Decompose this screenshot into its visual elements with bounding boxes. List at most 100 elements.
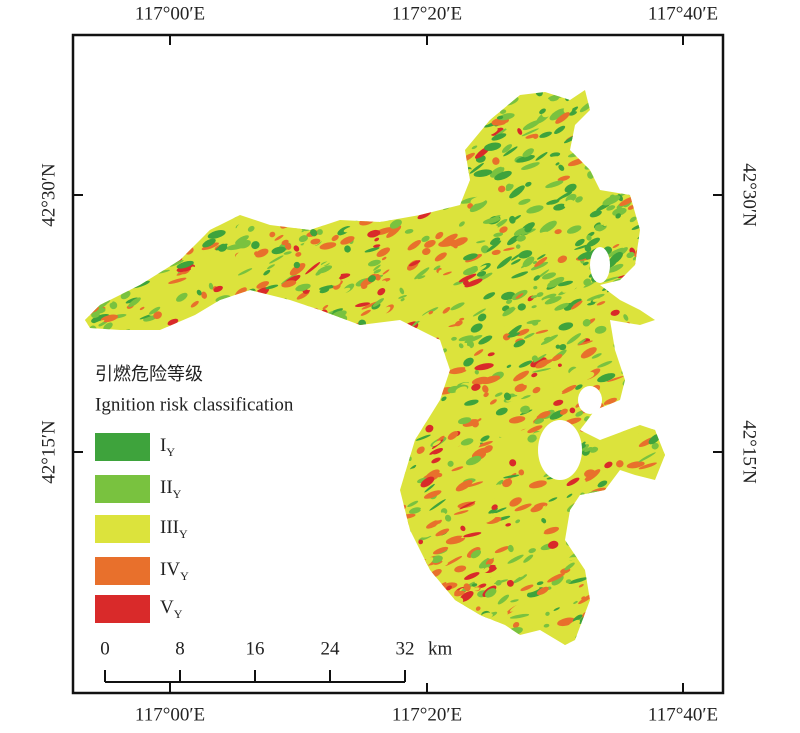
raster-patch — [382, 269, 390, 275]
raster-patch — [85, 410, 93, 419]
raster-patch — [372, 298, 385, 307]
raster-patch — [578, 583, 584, 588]
raster-patch — [366, 147, 383, 155]
raster-patch — [548, 540, 559, 549]
raster-patch — [122, 503, 132, 512]
raster-patch — [293, 338, 303, 342]
raster-patch — [200, 204, 207, 212]
raster-patch — [674, 514, 681, 521]
raster-patch — [236, 477, 254, 488]
raster-patch — [284, 558, 296, 567]
raster-patch — [223, 321, 239, 330]
raster-patch — [371, 426, 380, 433]
raster-patch — [415, 310, 433, 322]
raster-patch — [211, 453, 231, 462]
raster-patch — [345, 337, 363, 347]
raster-patch — [208, 282, 214, 290]
raster-patch — [398, 138, 411, 145]
raster-patch — [460, 638, 473, 643]
raster-patch — [85, 323, 90, 330]
raster-patch — [373, 556, 386, 563]
raster-patch — [366, 614, 379, 622]
raster-patch — [236, 97, 250, 104]
raster-patch — [238, 187, 251, 197]
raster-patch — [475, 574, 492, 582]
raster-patch — [629, 412, 637, 418]
raster-patch — [178, 333, 189, 339]
raster-patch — [149, 519, 155, 523]
raster-patch — [600, 159, 607, 164]
raster-patch — [205, 321, 217, 330]
raster-patch — [248, 292, 258, 299]
raster-patch — [366, 562, 375, 568]
raster-patch — [216, 477, 229, 483]
raster-patch — [398, 131, 406, 135]
raster-patch — [512, 574, 528, 584]
raster-patch — [383, 630, 392, 636]
raster-patch — [122, 316, 134, 327]
raster-patch — [672, 629, 684, 638]
raster-patch — [204, 592, 225, 598]
scale-label: 8 — [175, 638, 185, 659]
raster-patch — [271, 298, 287, 308]
raster-patch — [522, 120, 541, 131]
raster-patch — [521, 128, 539, 137]
raster-patch — [269, 231, 276, 238]
raster-patch — [235, 584, 252, 597]
raster-patch — [139, 306, 145, 311]
raster-patch — [251, 452, 261, 461]
raster-patch — [627, 205, 635, 210]
raster-patch — [266, 341, 284, 350]
raster-patch — [503, 247, 515, 251]
raster-patch — [434, 523, 443, 532]
raster-patch — [189, 90, 208, 92]
raster-patch — [220, 305, 228, 312]
raster-patch — [580, 178, 591, 184]
raster-patch — [646, 595, 659, 603]
raster-patch — [625, 571, 641, 582]
raster-patch — [516, 235, 526, 242]
raster-patch — [91, 356, 103, 361]
raster-patch — [533, 260, 537, 265]
raster-patch — [397, 269, 408, 276]
raster-patch — [392, 333, 409, 345]
raster-patch — [142, 90, 158, 100]
raster-patch — [225, 601, 244, 611]
raster-patch — [615, 288, 632, 297]
raster-patch — [531, 636, 537, 643]
raster-patch — [104, 416, 111, 423]
raster-patch — [176, 260, 194, 269]
raster-patch — [455, 572, 466, 580]
raster-patch — [268, 628, 285, 641]
raster-patch — [614, 476, 631, 484]
raster-patch — [161, 124, 179, 134]
raster-patch — [291, 576, 306, 585]
raster-patch — [509, 185, 525, 199]
raster-patch — [541, 376, 558, 386]
raster-patch — [544, 534, 563, 543]
raster-patch — [298, 606, 310, 611]
raster-patch — [320, 346, 329, 351]
raster-patch — [535, 231, 550, 240]
raster-patch — [303, 571, 312, 579]
raster-patch — [410, 398, 427, 407]
raster-patch — [502, 333, 511, 341]
raster-patch — [629, 621, 634, 625]
raster-patch — [188, 147, 199, 155]
raster-patch — [187, 90, 194, 97]
raster-patch — [141, 639, 158, 645]
raster-patch — [625, 621, 638, 631]
raster-patch — [239, 462, 245, 469]
raster-patch — [499, 650, 508, 659]
raster-patch — [501, 144, 513, 153]
raster-patch — [371, 448, 376, 455]
raster-patch — [319, 357, 333, 363]
raster-patch — [100, 207, 114, 216]
legend-label: VY — [160, 597, 183, 620]
raster-patch — [317, 265, 333, 274]
raster-patch — [523, 554, 534, 563]
raster-patch — [253, 181, 261, 185]
raster-patch — [203, 364, 219, 373]
raster-patch — [494, 546, 510, 554]
raster-patch — [645, 305, 665, 313]
